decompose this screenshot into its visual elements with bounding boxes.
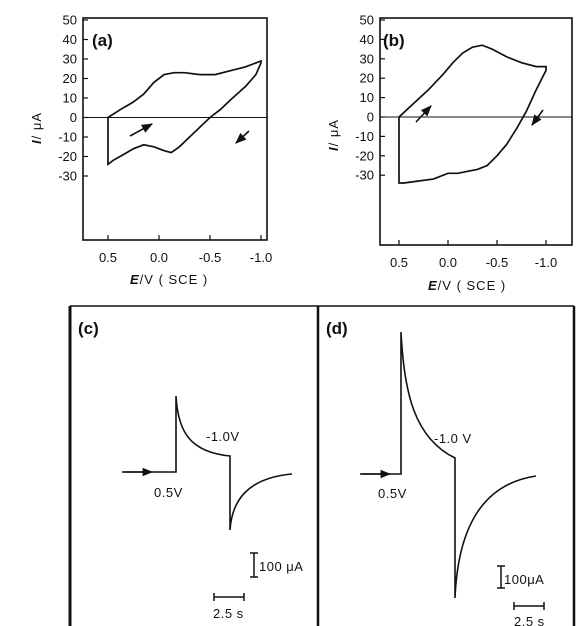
panel-a-y-axis-title: I/ μA xyxy=(29,112,44,144)
panel-b-frame xyxy=(379,17,573,246)
panel-a-x-axis-title: E/V ( SCE ) xyxy=(130,272,208,287)
panel-c-current-trace xyxy=(122,395,293,531)
panel-a-ylabel-symbol: I xyxy=(29,139,44,144)
panel-c: (c) 0.5V -1.0V 100 μA 2.5 s xyxy=(68,305,320,626)
svg-text:I/ μA: I/ μA xyxy=(29,112,44,144)
a-y-tick-label: 0 xyxy=(70,110,77,125)
a-x-tick-label: 0.0 xyxy=(150,250,168,265)
b-y-tick-label: 20 xyxy=(360,71,374,86)
panel-d-step-potential: -1.0 V xyxy=(434,431,472,446)
b-y-tick-label: -20 xyxy=(355,148,374,163)
panel-d-current-scale-label: 100μA xyxy=(504,572,544,587)
panel-d: (d) 0.5V -1.0 V 100μA 2.5 s xyxy=(318,305,576,626)
panel-a-label: (a) xyxy=(92,31,113,50)
panel-d-current-scale-bar xyxy=(497,565,505,589)
b-y-tick-label: 0 xyxy=(367,110,374,125)
a-y-tick-label: 20 xyxy=(63,71,77,86)
panel-d-label: (d) xyxy=(326,319,348,338)
a-y-tick-label: 40 xyxy=(63,32,77,47)
panel-b-xlabel-unit: /V ( SCE ) xyxy=(438,278,507,293)
panel-b-reverse-arrow xyxy=(531,109,544,126)
panel-b-forward-arrow xyxy=(415,105,432,123)
panel-b-y-ticks: 50 40 30 20 10 0 -10 -20 -30 xyxy=(355,13,385,183)
b-y-tick-label: -30 xyxy=(355,168,374,183)
a-x-tick-label: -0.5 xyxy=(199,250,221,265)
panel-b-label: (b) xyxy=(383,31,405,50)
panel-a-cv-curve xyxy=(107,59,262,167)
b-x-tick-label: -1.0 xyxy=(535,255,557,270)
panel-c-current-scale-bar xyxy=(250,552,258,578)
panel-a-xlabel-symbol: E xyxy=(130,272,140,287)
b-x-tick-label: -0.5 xyxy=(486,255,508,270)
panel-a-x-ticks: 0.5 0.0 -0.5 -1.0 xyxy=(99,235,272,265)
panel-c-current-scale-label: 100 μA xyxy=(259,559,303,574)
panel-a-xlabel-unit: /V ( SCE ) xyxy=(140,272,209,287)
panel-a-y-ticks: 50 40 30 20 10 0 -10 -20 -30 xyxy=(58,13,88,184)
svg-text:I/ μA: I/ μA xyxy=(326,119,341,151)
a-x-tick-label: 0.5 xyxy=(99,250,117,265)
panel-b-cv-curve xyxy=(398,44,547,184)
panel-b-ylabel-unit: / μA xyxy=(326,119,341,146)
panel-d-time-scale-label: 2.5 s xyxy=(514,614,545,626)
b-y-tick-label: -10 xyxy=(355,129,374,144)
panel-a-ylabel-unit: / μA xyxy=(29,112,44,139)
panel-c-label: (c) xyxy=(78,319,99,338)
panel-c-time-scale-bar xyxy=(213,593,245,601)
panel-d-current-trace xyxy=(362,331,537,599)
panel-b-xlabel-symbol: E xyxy=(428,278,438,293)
b-y-tick-label: 30 xyxy=(360,51,374,66)
panel-c-step-potential: -1.0V xyxy=(206,429,240,444)
a-y-tick-label: 30 xyxy=(63,52,77,67)
panel-c-time-scale-label: 2.5 s xyxy=(213,606,244,621)
a-x-tick-label: -1.0 xyxy=(250,250,272,265)
panel-b-y-axis-title: I/ μA xyxy=(326,119,341,151)
a-y-tick-label: -30 xyxy=(58,169,77,184)
a-y-tick-label: -20 xyxy=(58,149,77,164)
panel-a-reverse-arrow xyxy=(235,130,250,144)
b-y-tick-label: 10 xyxy=(360,90,374,105)
b-x-tick-label: 0.0 xyxy=(439,255,457,270)
b-y-tick-label: 50 xyxy=(360,13,374,28)
panel-a-forward-arrow xyxy=(129,123,153,137)
panel-c-start-potential: 0.5V xyxy=(154,485,183,500)
b-x-tick-label: 0.5 xyxy=(390,255,408,270)
a-y-tick-label: 10 xyxy=(63,91,77,106)
b-y-tick-label: 40 xyxy=(360,32,374,47)
panel-b-x-axis-title: E/V ( SCE ) xyxy=(428,278,506,293)
panel-a-frame xyxy=(82,17,268,241)
panel-d-time-scale-bar xyxy=(513,602,545,610)
panel-d-start-potential: 0.5V xyxy=(378,486,407,501)
a-y-tick-label: 50 xyxy=(63,13,77,28)
a-y-tick-label: -10 xyxy=(58,130,77,145)
panel-b-x-ticks: 0.5 0.0 -0.5 -1.0 xyxy=(390,240,557,270)
panel-b-ylabel-symbol: I xyxy=(326,146,341,151)
